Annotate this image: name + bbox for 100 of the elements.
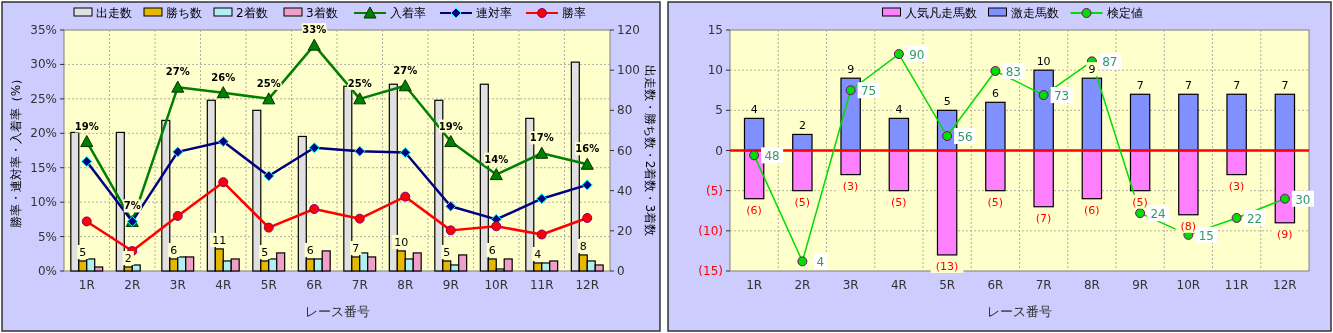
- point: [399, 147, 411, 159]
- data-label: 33%: [302, 24, 327, 36]
- bar: [1129, 149, 1151, 192]
- data-label: 26%: [211, 71, 236, 83]
- data-label: (5): [987, 195, 1004, 209]
- data-label: (5): [891, 195, 907, 209]
- x-tick-label: 1R: [78, 278, 95, 292]
- point: [400, 191, 411, 202]
- x-tick-label: 2R: [124, 278, 141, 292]
- y-tick-label: 5: [715, 103, 723, 118]
- bar: [743, 117, 765, 152]
- data-label: 90: [909, 48, 925, 63]
- point: [489, 168, 503, 181]
- y2-tick-label: 60: [617, 143, 633, 158]
- data-label: 87: [1102, 55, 1118, 70]
- point: [172, 146, 184, 158]
- point: [80, 135, 94, 148]
- legend-label: 勝率: [562, 6, 586, 20]
- data-label: (6): [1084, 203, 1100, 217]
- point: [216, 86, 230, 99]
- data-label: 16%: [575, 143, 600, 155]
- y-tick-label: 10%: [30, 195, 57, 210]
- x-tick-label: 1R: [746, 278, 763, 292]
- y2-tick-label: 80: [617, 103, 633, 118]
- x-tick-label: 9R: [442, 278, 459, 292]
- point: [218, 177, 229, 188]
- data-label: 19%: [74, 120, 99, 132]
- data-label: 10: [394, 235, 409, 249]
- point: [581, 179, 593, 191]
- bar: [1081, 149, 1103, 200]
- data-label: (5): [1132, 195, 1148, 209]
- legend-label: 3着数: [306, 6, 338, 20]
- point: [171, 80, 185, 93]
- data-label: 2: [798, 119, 806, 133]
- point: [444, 135, 458, 148]
- point: [1038, 90, 1049, 101]
- y2-tick-label: 0: [617, 264, 625, 278]
- data-label: 5: [943, 95, 951, 109]
- data-label: 5: [79, 245, 87, 259]
- bar: [1178, 149, 1199, 216]
- data-label: 14%: [484, 153, 509, 165]
- x-tick-label: 4R: [890, 278, 907, 292]
- data-label: (13): [935, 259, 959, 273]
- x-tick-label: 10R: [1176, 278, 1201, 292]
- point: [172, 210, 183, 221]
- data-label: 4: [534, 247, 542, 261]
- y2-tick-label: 20: [617, 223, 633, 238]
- legend-label: 2着数: [236, 6, 268, 20]
- data-label: 6: [306, 243, 314, 257]
- data-label: 22: [1246, 211, 1263, 226]
- point: [217, 136, 229, 148]
- y2-tick-label: 120: [617, 23, 640, 37]
- bar: [985, 101, 1006, 152]
- x-axis-title: レース番号: [304, 304, 370, 319]
- data-label: (3): [1228, 179, 1245, 193]
- data-label: 83: [1005, 64, 1022, 79]
- y2-tick-label: 40: [617, 183, 633, 198]
- point: [942, 131, 953, 142]
- point: [580, 157, 594, 170]
- point: [309, 204, 320, 215]
- x-tick-label: 11R: [1224, 278, 1249, 292]
- y-axis-title: 勝率・連対率・入着率（%）: [9, 72, 23, 229]
- data-label: 7: [1233, 79, 1241, 93]
- y-tick-label: 20%: [30, 126, 57, 141]
- point: [307, 38, 321, 51]
- data-label: (6): [746, 203, 762, 217]
- bar: [888, 117, 910, 152]
- y-tick-label: 30%: [30, 57, 57, 72]
- data-label: 24: [1150, 207, 1166, 222]
- data-label: 6: [488, 243, 496, 257]
- data-label: 7: [1136, 79, 1144, 93]
- point: [1231, 212, 1242, 223]
- data-label: 19%: [438, 120, 463, 132]
- data-label: 11: [212, 233, 227, 247]
- point: [263, 222, 274, 233]
- data-label: 17%: [529, 132, 554, 144]
- point: [1279, 193, 1290, 204]
- data-label: 7: [352, 241, 360, 255]
- bar: [1274, 93, 1296, 152]
- bar: [840, 149, 861, 176]
- point: [536, 229, 547, 240]
- data-label: 9: [847, 63, 855, 77]
- data-label: 5: [443, 245, 451, 259]
- legend-label: 入着率: [390, 6, 426, 20]
- data-label: 8: [579, 239, 587, 253]
- x-tick-label: 8R: [1083, 278, 1100, 292]
- point: [749, 150, 760, 161]
- x-tick-label: 8R: [397, 278, 414, 292]
- x-tick-label: 12R: [575, 278, 600, 292]
- point: [81, 156, 93, 168]
- data-label: 9: [1088, 63, 1096, 77]
- data-label: 4: [895, 103, 903, 117]
- bar: [1226, 93, 1247, 152]
- y-tick-label: (10): [698, 223, 723, 238]
- point: [893, 49, 904, 60]
- data-label: 2: [124, 251, 132, 265]
- bar: [936, 149, 958, 256]
- legend-label: 検定値: [1106, 6, 1143, 20]
- data-label: 10: [1036, 55, 1051, 69]
- point: [582, 212, 593, 223]
